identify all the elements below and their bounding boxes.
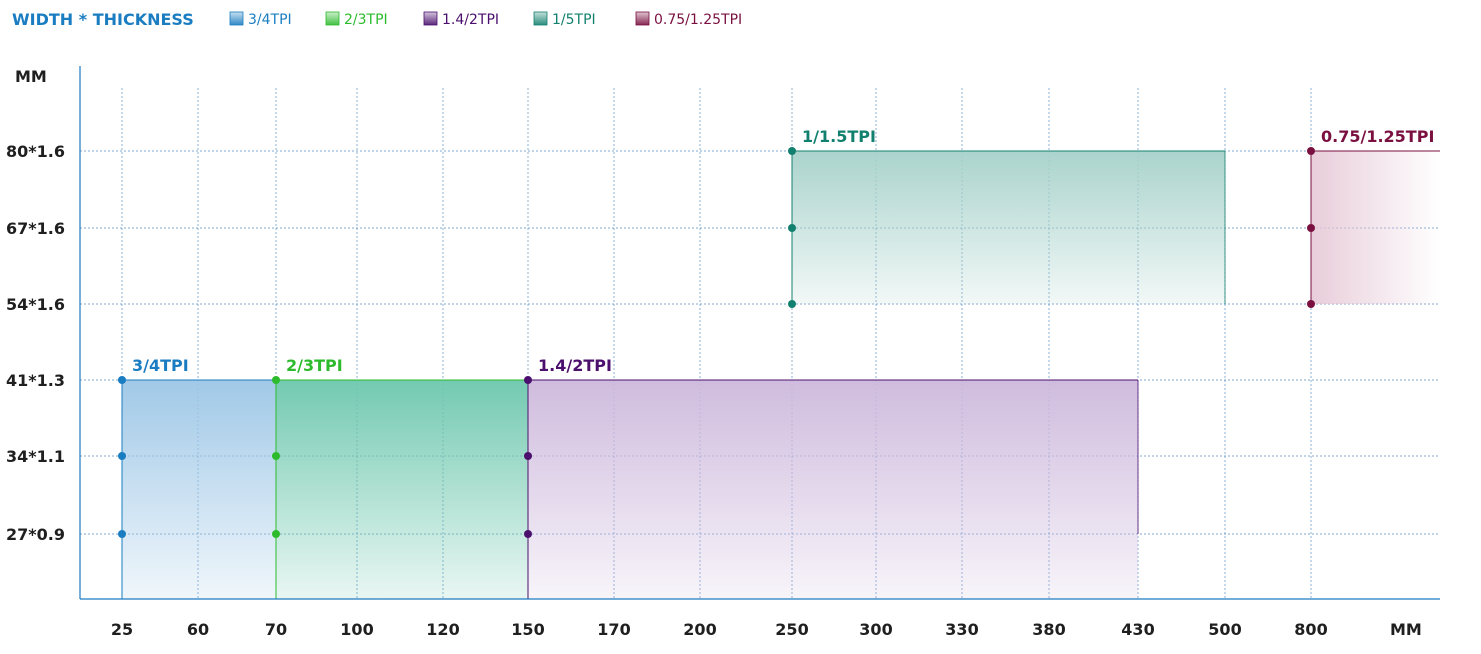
chart-title: WIDTH * THICKNESS	[12, 10, 194, 29]
y-tick-label: 67*1.6	[6, 219, 65, 238]
x-tick-label: 500	[1208, 620, 1241, 639]
x-tick-label: 60	[187, 620, 209, 639]
series-point	[788, 300, 796, 308]
series-point	[272, 376, 280, 384]
y-tick-label: 54*1.6	[6, 295, 65, 314]
legend-label: 0.75/1.25TPI	[654, 12, 742, 28]
series-point	[788, 147, 796, 155]
series-area	[276, 380, 528, 599]
x-tick-label: 330	[945, 620, 978, 639]
legend-swatch	[423, 11, 438, 26]
legend-label: 1/5TPI	[552, 12, 596, 28]
y-tick-label: 80*1.6	[6, 142, 65, 161]
series-area	[792, 151, 1225, 304]
series-label: 1.4/2TPI	[538, 356, 612, 375]
x-axis-label: MM	[1390, 620, 1422, 639]
series-point	[1307, 224, 1315, 232]
series-point	[788, 224, 796, 232]
x-tick-labels: 25 60 70 100 120 150 170 200 250 300 330 380 430 500 8…	[111, 620, 1328, 639]
series-point	[1307, 147, 1315, 155]
x-tick-label: 300	[859, 620, 892, 639]
series-point	[524, 376, 532, 384]
x-tick-label: 170	[597, 620, 630, 639]
series-point	[524, 530, 532, 538]
series-marks: 3/4TPI 2/3TPI 1.4/2TPI 1/1.5TPI 0.75/1.25TPI	[118, 127, 1434, 538]
legend-swatch	[533, 11, 548, 26]
x-tick-label: 70	[265, 620, 287, 639]
y-tick-label: 27*0.9	[6, 525, 65, 544]
series-area	[122, 380, 276, 599]
series-fills	[121, 150, 1440, 599]
x-tick-label: 120	[426, 620, 459, 639]
legend: WIDTH * THICKNESS 3/4TPI 2/3TPI 1.4/2TPI 1/…	[12, 10, 742, 29]
y-tick-labels: 27*0.9 34*1.1 41*1.3 54*1.6 67*1.6 80*1.6	[6, 142, 65, 544]
x-tick-label: 250	[775, 620, 808, 639]
x-tick-label: 150	[511, 620, 544, 639]
legend-swatch	[635, 11, 650, 26]
legend-label: 3/4TPI	[248, 12, 292, 28]
legend-swatch	[325, 11, 340, 26]
y-tick-label: 34*1.1	[6, 447, 65, 466]
series-point	[118, 376, 126, 384]
x-tick-label: 200	[683, 620, 716, 639]
series-point	[1307, 300, 1315, 308]
x-tick-label: 800	[1294, 620, 1327, 639]
x-tick-label: 380	[1032, 620, 1065, 639]
series-label: 3/4TPI	[132, 356, 189, 375]
series-area	[1311, 151, 1440, 304]
y-tick-label: 41*1.3	[6, 371, 65, 390]
x-tick-label: 100	[340, 620, 373, 639]
series-label: 0.75/1.25TPI	[1321, 127, 1434, 146]
series-point	[524, 452, 532, 460]
series-point	[272, 452, 280, 460]
legend-label: 1.4/2TPI	[442, 12, 499, 28]
x-tick-label: 25	[111, 620, 133, 639]
series-label: 2/3TPI	[286, 356, 343, 375]
y-axis-label: MM	[15, 67, 47, 86]
series-label: 1/1.5TPI	[802, 127, 876, 146]
legend-swatch	[229, 11, 244, 26]
legend-label: 2/3TPI	[344, 12, 388, 28]
series-point	[118, 530, 126, 538]
series-point	[272, 530, 280, 538]
series-area	[528, 380, 1138, 599]
x-tick-label: 430	[1121, 620, 1154, 639]
series-point	[118, 452, 126, 460]
axes	[79, 66, 1440, 600]
